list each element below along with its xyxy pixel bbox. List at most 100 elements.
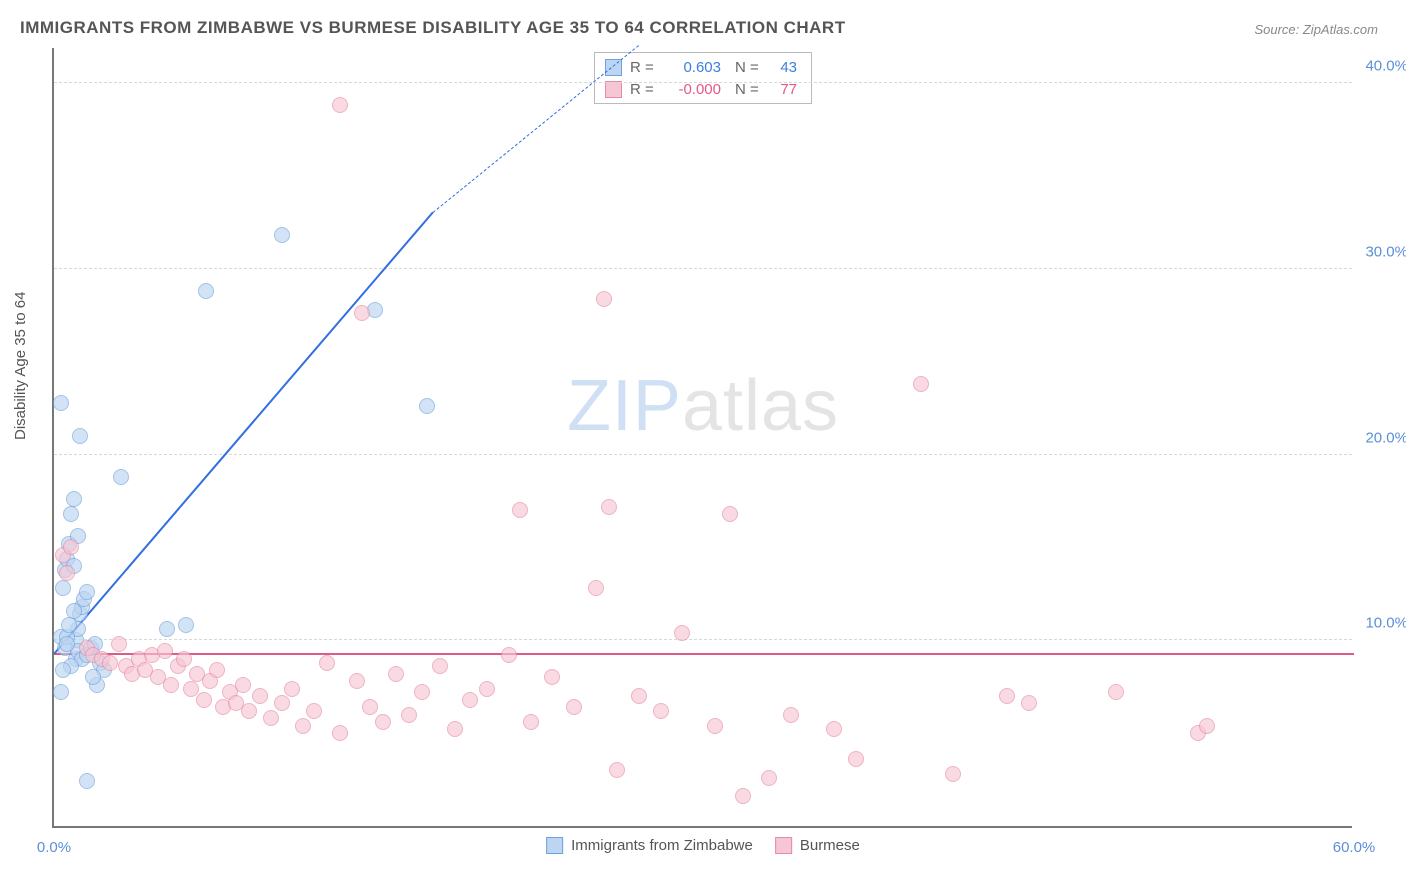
data-point <box>159 621 175 637</box>
gridline <box>54 454 1352 455</box>
legend-swatch-burmese <box>775 837 792 854</box>
data-point <box>61 617 77 633</box>
data-point <box>53 684 69 700</box>
data-point <box>512 502 528 518</box>
data-point <box>653 703 669 719</box>
data-point <box>544 669 560 685</box>
data-point <box>198 283 214 299</box>
data-point <box>432 658 448 674</box>
data-point <box>588 580 604 596</box>
data-point <box>79 584 95 600</box>
source-link[interactable]: ZipAtlas.com <box>1303 22 1378 37</box>
data-point <box>913 376 929 392</box>
watermark-zip: ZIP <box>567 366 682 446</box>
data-point <box>63 506 79 522</box>
data-point <box>178 617 194 633</box>
data-point <box>72 428 88 444</box>
data-point <box>566 699 582 715</box>
legend-row-zimbabwe: R = 0.603 N = 43 <box>605 56 797 78</box>
data-point <box>235 677 251 693</box>
legend-label-burmese: Burmese <box>800 837 860 854</box>
data-point <box>332 725 348 741</box>
data-point <box>55 662 71 678</box>
data-point <box>63 539 79 555</box>
y-tick-label: 40.0% <box>1358 58 1406 75</box>
data-point <box>113 469 129 485</box>
data-point <box>102 655 118 671</box>
data-point <box>263 710 279 726</box>
data-point <box>59 565 75 581</box>
data-point <box>176 651 192 667</box>
data-point <box>55 580 71 596</box>
watermark: ZIPatlas <box>567 365 839 447</box>
data-point <box>848 751 864 767</box>
data-point <box>501 647 517 663</box>
gridline <box>54 82 1352 83</box>
data-point <box>783 707 799 723</box>
r-value-zimbabwe: 0.603 <box>666 59 721 76</box>
data-point <box>419 398 435 414</box>
data-point <box>401 707 417 723</box>
data-point <box>196 692 212 708</box>
correlation-legend: R = 0.603 N = 43 R = -0.000 N = 77 <box>594 52 812 104</box>
trend-line <box>433 45 639 213</box>
data-point <box>1108 684 1124 700</box>
data-point <box>414 684 430 700</box>
gridline <box>54 639 1352 640</box>
gridline <box>54 268 1352 269</box>
y-axis-title: Disability Age 35 to 64 <box>12 292 29 440</box>
watermark-atlas: atlas <box>682 366 839 446</box>
chart-title: IMMIGRANTS FROM ZIMBABWE VS BURMESE DISA… <box>20 18 846 38</box>
n-label: N = <box>735 59 763 76</box>
data-point <box>157 643 173 659</box>
x-tick-label: 60.0% <box>1333 839 1376 856</box>
data-point <box>295 718 311 734</box>
legend-item-zimbabwe: Immigrants from Zimbabwe <box>546 837 753 854</box>
data-point <box>163 677 179 693</box>
trend-line <box>54 653 1354 655</box>
data-point <box>1021 695 1037 711</box>
data-point <box>523 714 539 730</box>
data-point <box>209 662 225 678</box>
data-point <box>349 673 365 689</box>
data-point <box>354 305 370 321</box>
legend-label-zimbabwe: Immigrants from Zimbabwe <box>571 837 753 854</box>
data-point <box>85 669 101 685</box>
data-point <box>362 699 378 715</box>
y-tick-label: 30.0% <box>1358 243 1406 260</box>
data-point <box>447 721 463 737</box>
data-point <box>59 636 75 652</box>
data-point <box>375 714 391 730</box>
data-point <box>306 703 322 719</box>
data-point <box>735 788 751 804</box>
legend-item-burmese: Burmese <box>775 837 860 854</box>
data-point <box>479 681 495 697</box>
data-point <box>707 718 723 734</box>
legend-swatch-zimbabwe <box>546 837 563 854</box>
data-point <box>252 688 268 704</box>
data-point <box>722 506 738 522</box>
scatter-plot: ZIPatlas R = 0.603 N = 43 R = -0.000 N =… <box>52 48 1352 828</box>
source-prefix: Source: <box>1254 22 1302 37</box>
data-point <box>674 625 690 641</box>
data-point <box>761 770 777 786</box>
data-point <box>631 688 647 704</box>
data-point <box>596 291 612 307</box>
series-legend: Immigrants from Zimbabwe Burmese <box>546 837 860 854</box>
data-point <box>66 603 82 619</box>
data-point <box>462 692 478 708</box>
data-point <box>826 721 842 737</box>
data-point <box>284 681 300 697</box>
data-point <box>388 666 404 682</box>
y-tick-label: 10.0% <box>1358 615 1406 632</box>
data-point <box>945 766 961 782</box>
data-point <box>66 491 82 507</box>
data-point <box>274 695 290 711</box>
data-point <box>53 395 69 411</box>
data-point <box>79 773 95 789</box>
data-point <box>1199 718 1215 734</box>
source-attribution: Source: ZipAtlas.com <box>1254 22 1378 37</box>
data-point <box>601 499 617 515</box>
data-point <box>332 97 348 113</box>
data-point <box>609 762 625 778</box>
